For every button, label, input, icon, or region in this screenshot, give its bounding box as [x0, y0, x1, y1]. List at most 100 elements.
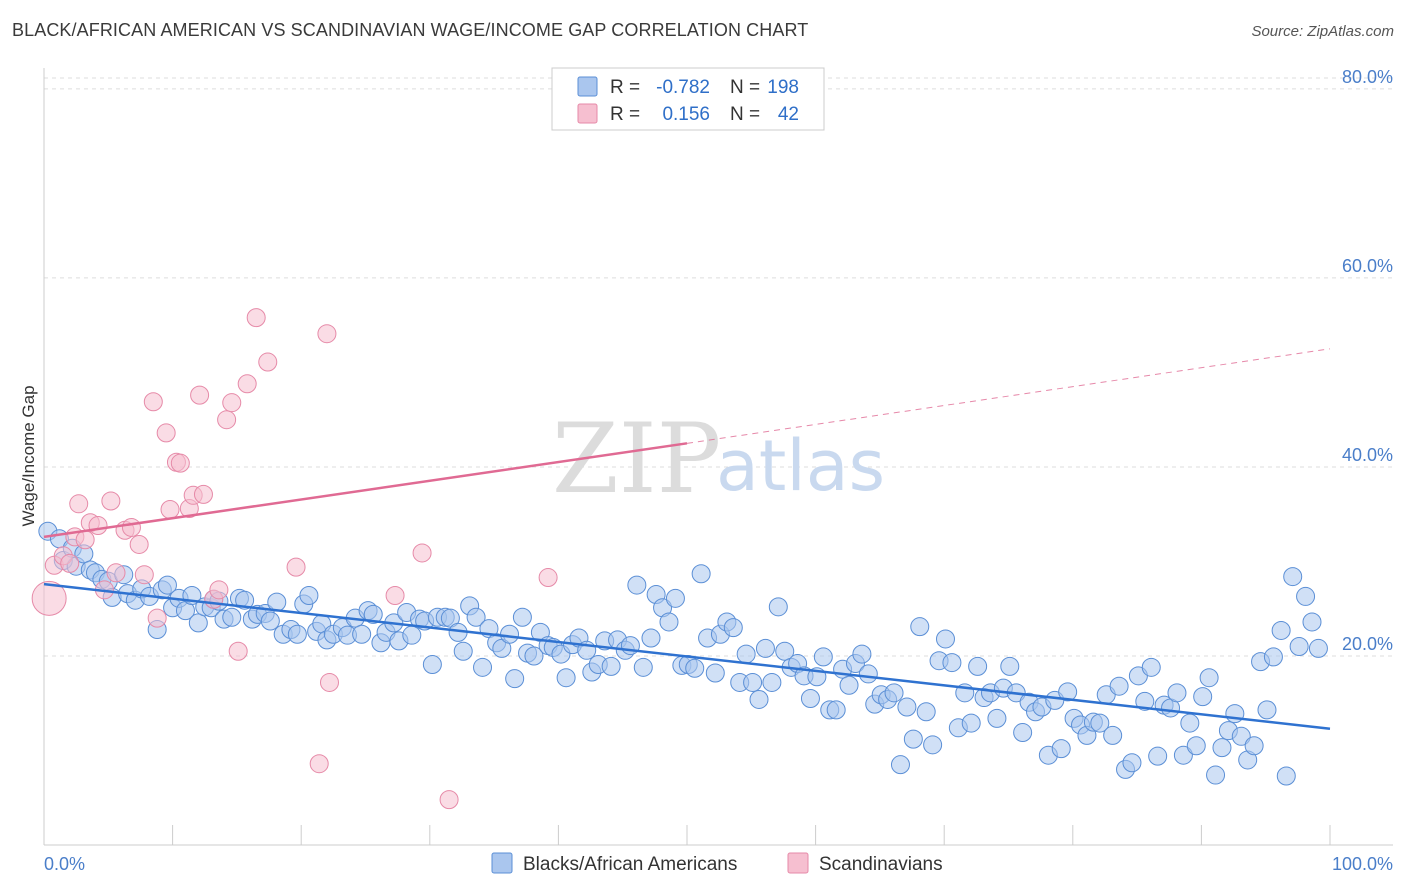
- point-blacks-111: [749, 689, 769, 709]
- point-scandinavians-28: [217, 410, 237, 430]
- y-tick-labels: 20.0% 40.0% 60.0% 80.0%: [1342, 67, 1393, 654]
- point-blacks-194: [1283, 567, 1303, 587]
- legend: R = -0.782 N = 198 R = 0.156 N = 42: [551, 67, 825, 131]
- point-blacks-39: [287, 624, 307, 644]
- point-blacks-196: [1296, 586, 1316, 606]
- legend-n-label-blacks: N =: [730, 77, 760, 98]
- point-blacks-121: [813, 647, 833, 667]
- point-scandinavians-13: [121, 517, 141, 537]
- point-blacks-173: [1148, 746, 1168, 766]
- point-scandinavians-0: [31, 580, 67, 616]
- chart-source: Source: ZipAtlas.com: [1251, 23, 1394, 40]
- point-blacks-98: [665, 588, 685, 608]
- point-blacks-115: [775, 641, 795, 661]
- point-blacks-136: [910, 617, 930, 637]
- point-blacks-166: [1103, 725, 1123, 745]
- point-blacks-178: [1180, 713, 1200, 733]
- point-blacks-179: [1186, 736, 1206, 756]
- legend-swatch-blacks: [577, 76, 598, 97]
- point-blacks-159: [1058, 682, 1078, 702]
- point-blacks-102: [691, 564, 711, 584]
- point-blacks-57: [402, 625, 422, 645]
- legend-r-value-scandinavians: 0.156: [662, 104, 710, 125]
- point-blacks-29: [222, 607, 242, 627]
- point-blacks-193: [1276, 766, 1296, 786]
- point-scandinavians-19: [160, 499, 180, 519]
- point-blacks-51: [363, 604, 383, 624]
- bottom-legend-label-blacks: Blacks/African Americans: [523, 854, 737, 875]
- point-blacks-141: [942, 653, 962, 673]
- point-scandinavians-14: [129, 534, 149, 554]
- point-scandinavians-38: [385, 585, 405, 605]
- legend-r-label-blacks: R =: [610, 77, 640, 98]
- point-blacks-152: [1013, 723, 1033, 743]
- point-blacks-94: [641, 628, 661, 648]
- point-blacks-138: [923, 735, 943, 755]
- point-scandinavians-8: [88, 516, 108, 536]
- point-blacks-133: [890, 755, 910, 775]
- chart-title: BLACK/AFRICAN AMERICAN VS SCANDINAVIAN W…: [12, 20, 809, 40]
- point-blacks-109: [736, 644, 756, 664]
- point-scandinavians-36: [317, 324, 337, 344]
- point-scandinavians-40: [439, 790, 459, 810]
- point-blacks-104: [705, 663, 725, 683]
- point-scandinavians-33: [258, 352, 278, 372]
- grid: [44, 77, 1393, 657]
- point-blacks-144: [961, 713, 981, 733]
- trend-lines: [43, 348, 1331, 730]
- point-blacks-197: [1302, 612, 1322, 632]
- point-blacks-60: [422, 654, 442, 674]
- point-blacks-93: [633, 657, 653, 677]
- point-blacks-125: [839, 675, 859, 695]
- point-scandinavians-11: [106, 563, 126, 583]
- point-scandinavians-24: [190, 385, 210, 405]
- point-blacks-101: [685, 658, 705, 678]
- point-scandinavians-29: [222, 393, 242, 413]
- point-blacks-76: [524, 646, 544, 666]
- point-blacks-68: [473, 657, 493, 677]
- point-blacks-186: [1231, 726, 1251, 746]
- point-blacks-191: [1263, 647, 1283, 667]
- point-blacks-140: [935, 629, 955, 649]
- series-scandinavians-points: [31, 308, 558, 810]
- point-blacks-110: [743, 672, 763, 692]
- point-blacks-182: [1206, 765, 1226, 785]
- point-blacks-123: [826, 700, 846, 720]
- point-blacks-97: [659, 612, 679, 632]
- point-blacks-172: [1141, 657, 1161, 677]
- point-blacks-198: [1308, 638, 1328, 658]
- y-tick-label-1: 40.0%: [1342, 445, 1393, 465]
- x-tick-label-max: 100.0%: [1332, 854, 1393, 874]
- point-blacks-74: [512, 607, 532, 627]
- point-blacks-188: [1244, 736, 1264, 756]
- trend-line-blacks: [43, 582, 1331, 730]
- point-scandinavians-16: [143, 392, 163, 412]
- point-scandinavians-32: [246, 308, 266, 328]
- x-tick-label-min: 0.0%: [44, 854, 85, 874]
- y-axis-title: Wage/Income Gap: [19, 385, 38, 526]
- point-blacks-23: [188, 613, 208, 633]
- point-scandinavians-34: [286, 557, 306, 577]
- point-scandinavians-31: [237, 374, 257, 394]
- point-blacks-41: [299, 585, 319, 605]
- point-blacks-158: [1051, 739, 1071, 759]
- legend-n-value-scandinavians: 42: [778, 104, 799, 125]
- bottom-legend: Blacks/African Americans Scandinavians: [491, 852, 943, 875]
- point-blacks-195: [1289, 637, 1309, 657]
- point-blacks-127: [852, 644, 872, 664]
- point-scandinavians-18: [156, 423, 176, 443]
- point-scandinavians-30: [228, 641, 248, 661]
- watermark: ZIP atlas: [552, 403, 885, 515]
- point-scandinavians-25: [193, 484, 213, 504]
- point-blacks-128: [858, 664, 878, 684]
- point-blacks-88: [601, 656, 621, 676]
- point-blacks-73: [505, 669, 525, 689]
- point-blacks-148: [987, 708, 1007, 728]
- point-blacks-113: [762, 672, 782, 692]
- point-blacks-181: [1199, 668, 1219, 688]
- point-scandinavians-5: [69, 494, 89, 514]
- point-scandinavians-17: [147, 608, 167, 628]
- point-blacks-132: [884, 683, 904, 703]
- bottom-legend-swatch-blacks: [491, 852, 513, 874]
